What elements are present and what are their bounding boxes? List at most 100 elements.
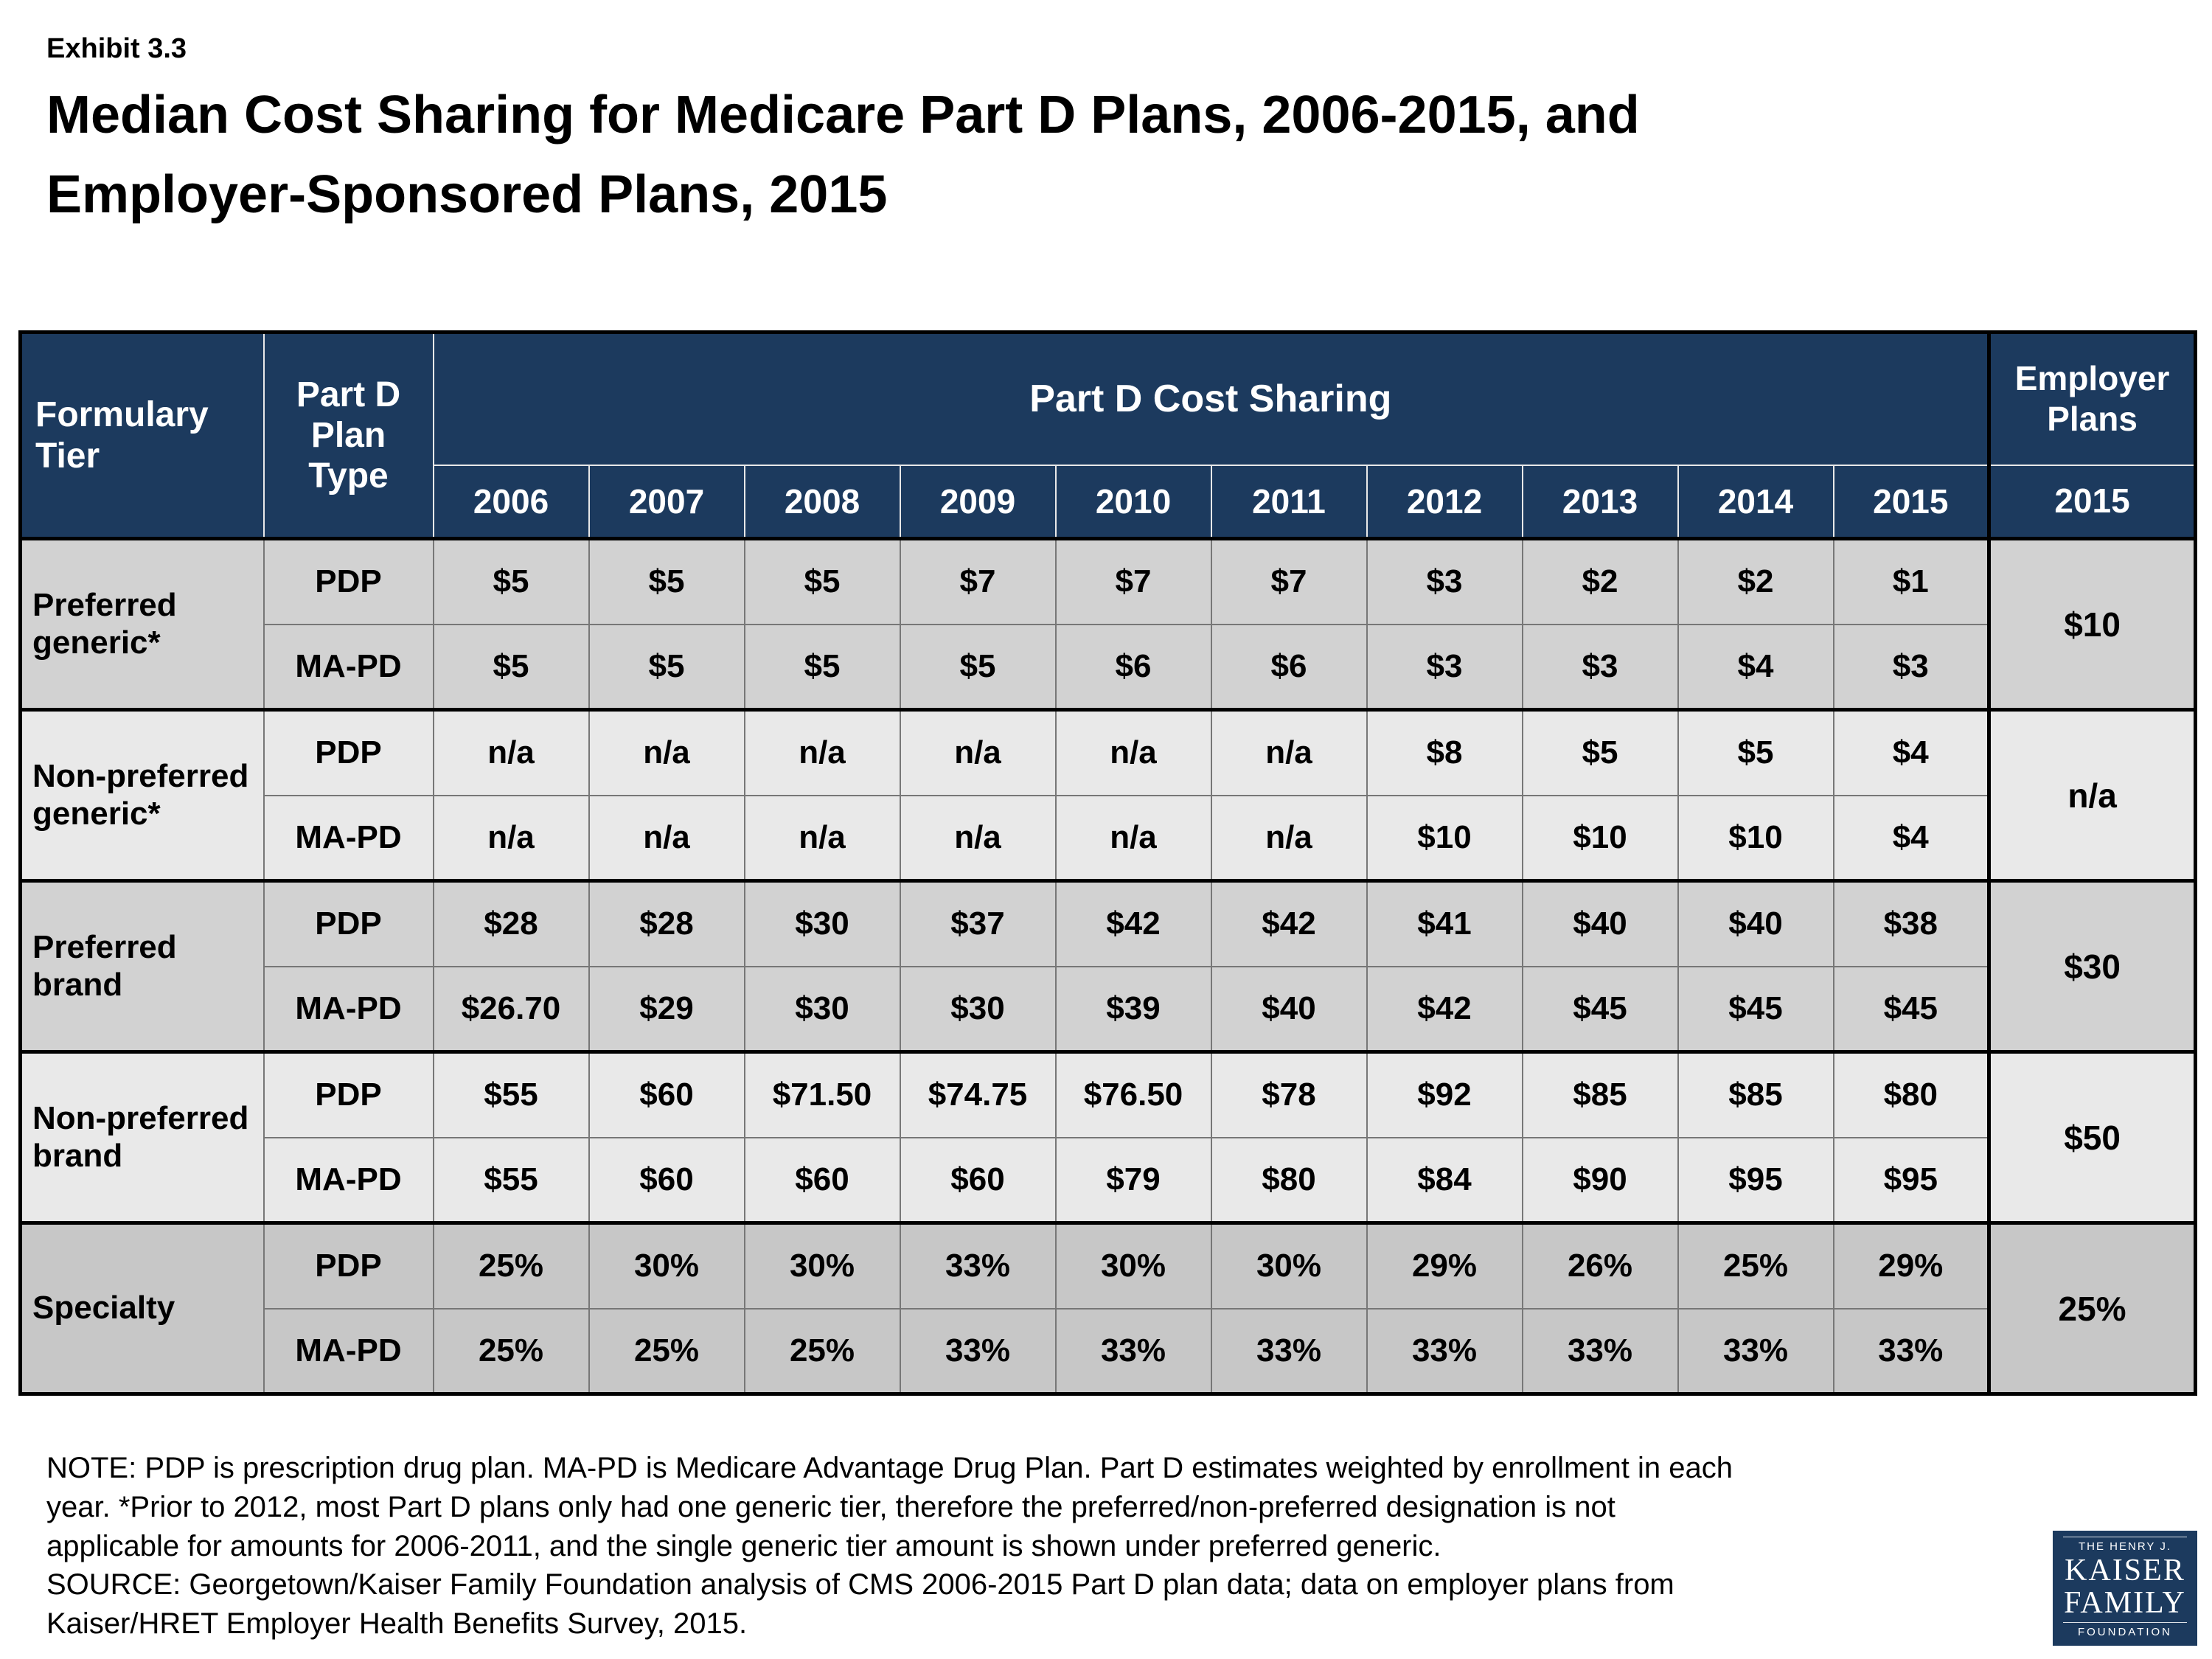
employer-value-cell: n/a bbox=[1987, 708, 2197, 882]
value-cell: $8 bbox=[1366, 708, 1523, 796]
title-line-2: Employer-Sponsored Plans, 2015 bbox=[46, 165, 888, 224]
plan-type-cell: PDP bbox=[262, 708, 434, 796]
year-header-row: 2006 2007 2008 2009 2010 2011 2012 2013 2014 2015… bbox=[21, 464, 2197, 540]
value-cell: $2 bbox=[1521, 537, 1679, 625]
value-cell: $10 bbox=[1366, 794, 1523, 882]
value-cell: 30% bbox=[588, 1221, 745, 1310]
value-cell: n/a bbox=[1210, 794, 1368, 882]
value-cell: $55 bbox=[432, 1136, 590, 1224]
plan-type-cell: MA-PD bbox=[262, 965, 434, 1053]
value-cell: 25% bbox=[1677, 1221, 1834, 1310]
value-cell: 29% bbox=[1366, 1221, 1523, 1310]
value-cell: $28 bbox=[432, 879, 590, 967]
value-cell: $5 bbox=[743, 623, 901, 711]
source-text: SOURCE: Georgetown/Kaiser Family Foundat… bbox=[46, 1568, 1674, 1641]
employer-value-cell: 25% bbox=[1987, 1221, 2197, 1395]
value-cell: $45 bbox=[1832, 965, 1990, 1053]
year-header-2012: 2012 bbox=[1366, 464, 1523, 540]
value-cell: n/a bbox=[1054, 708, 1212, 796]
value-cell: $3 bbox=[1366, 537, 1523, 625]
value-cell: $5 bbox=[588, 623, 745, 711]
value-cell: $7 bbox=[899, 537, 1057, 625]
value-cell: $3 bbox=[1521, 623, 1679, 711]
value-cell: $5 bbox=[432, 623, 590, 711]
note-text: NOTE: PDP is prescription drug plan. MA-… bbox=[46, 1452, 1733, 1562]
table-row: Non-preferred generic* PDP n/a n/a n/a n/a n/a… bbox=[19, 708, 2197, 882]
value-cell: $85 bbox=[1677, 1050, 1834, 1138]
value-cell: n/a bbox=[743, 794, 901, 882]
header-part-d-cost-sharing: Part D Cost Sharing bbox=[432, 331, 1990, 466]
value-cell: 25% bbox=[432, 1307, 590, 1395]
value-cell: $60 bbox=[588, 1136, 745, 1224]
exhibit-label: Exhibit 3.3 bbox=[46, 33, 187, 64]
value-cell: n/a bbox=[432, 794, 590, 882]
kff-logo: THE HENRY J. KAISER FAMILY FOUNDATION bbox=[2053, 1531, 2197, 1646]
value-cell: 30% bbox=[1210, 1221, 1368, 1310]
value-cell: $40 bbox=[1521, 879, 1679, 967]
year-header-2007: 2007 bbox=[588, 464, 745, 540]
tier-label: Non-preferred brand bbox=[19, 1050, 265, 1224]
year-header-2013: 2013 bbox=[1521, 464, 1679, 540]
value-cell: $7 bbox=[1210, 537, 1368, 625]
value-cell: $4 bbox=[1677, 623, 1834, 711]
title-line-1: Median Cost Sharing for Medicare Part D … bbox=[46, 86, 1640, 145]
year-header-2011: 2011 bbox=[1210, 464, 1368, 540]
tier-label: Preferred brand bbox=[19, 879, 265, 1053]
table-row: MA-PD n/a n/a n/a n/a n/a n/a $10 $10 $10 $4 bbox=[20, 794, 2196, 882]
value-cell: 33% bbox=[899, 1221, 1057, 1310]
value-cell: $30 bbox=[743, 965, 901, 1053]
value-cell: $55 bbox=[432, 1050, 590, 1138]
value-cell: n/a bbox=[588, 794, 745, 882]
value-cell: 25% bbox=[743, 1307, 901, 1395]
value-cell: $95 bbox=[1677, 1136, 1834, 1224]
value-cell: $30 bbox=[899, 965, 1057, 1053]
value-cell: $6 bbox=[1210, 623, 1368, 711]
plan-type-cell: PDP bbox=[262, 537, 434, 625]
value-cell: $5 bbox=[1521, 708, 1679, 796]
year-header-2010: 2010 bbox=[1054, 464, 1212, 540]
value-cell: $1 bbox=[1832, 537, 1990, 625]
value-cell: $29 bbox=[588, 965, 745, 1053]
value-cell: 33% bbox=[1521, 1307, 1679, 1395]
logo-henry-j-text: THE HENRY J. bbox=[2063, 1537, 2187, 1553]
table-row: MA-PD $55 $60 $60 $60 $79 $80 $84 $90 $95 $95 bbox=[20, 1136, 2196, 1224]
header-plan-type: Part D Plan Type bbox=[262, 331, 434, 540]
value-cell: $76.50 bbox=[1054, 1050, 1212, 1138]
table-row: Specialty PDP 25% 30% 30% 33% 30% 30% 29% 26% 25% 2… bbox=[19, 1221, 2197, 1395]
employer-value-cell: $30 bbox=[1987, 879, 2197, 1053]
value-cell: 25% bbox=[588, 1307, 745, 1395]
value-cell: 30% bbox=[743, 1221, 901, 1310]
value-cell: $79 bbox=[1054, 1136, 1212, 1224]
value-cell: $5 bbox=[899, 623, 1057, 711]
value-cell: $80 bbox=[1832, 1050, 1990, 1138]
value-cell: $41 bbox=[1366, 879, 1523, 967]
logo-kaiser-text: KAISER bbox=[2065, 1554, 2185, 1587]
plan-type-cell: PDP bbox=[262, 879, 434, 967]
value-cell: 33% bbox=[899, 1307, 1057, 1395]
value-cell: $10 bbox=[1677, 794, 1834, 882]
value-cell: $45 bbox=[1677, 965, 1834, 1053]
value-cell: $5 bbox=[1677, 708, 1834, 796]
value-cell: $4 bbox=[1832, 708, 1990, 796]
value-cell: $42 bbox=[1054, 879, 1212, 967]
page-title: Median Cost Sharing for Medicare Part D … bbox=[46, 75, 2194, 234]
table-row: Preferred brand PDP $28 $28 $30 $37 $42 $42 $41 $… bbox=[19, 879, 2197, 1053]
value-cell: $60 bbox=[588, 1050, 745, 1138]
plan-type-cell: PDP bbox=[262, 1221, 434, 1310]
table-row: Preferred generic* PDP $5 $5 $5 $7 $7 $7 $3 $2 $2 $… bbox=[19, 537, 2197, 711]
logo-family-text: FAMILY bbox=[2064, 1586, 2186, 1621]
value-cell: 25% bbox=[432, 1221, 590, 1310]
table-body: Preferred generic* PDP $5 $5 $5 $7 $7 $7 $3 $2 $2 $… bbox=[19, 537, 2197, 1395]
value-cell: 33% bbox=[1832, 1307, 1990, 1395]
table-row: Non-preferred brand PDP $55 $60 $71.50 $74.75… bbox=[19, 1050, 2197, 1224]
year-header-2015: 2015 bbox=[1832, 464, 1990, 540]
value-cell: n/a bbox=[1054, 794, 1212, 882]
value-cell: 33% bbox=[1366, 1307, 1523, 1395]
value-cell: n/a bbox=[588, 708, 745, 796]
tier-label: Preferred generic* bbox=[19, 537, 265, 711]
table-row: MA-PD $26.70 $29 $30 $30 $39 $40 $42 $45 $45 $45 bbox=[20, 965, 2196, 1053]
year-header-2009: 2009 bbox=[899, 464, 1057, 540]
value-cell: $3 bbox=[1366, 623, 1523, 711]
value-cell: $85 bbox=[1521, 1050, 1679, 1138]
